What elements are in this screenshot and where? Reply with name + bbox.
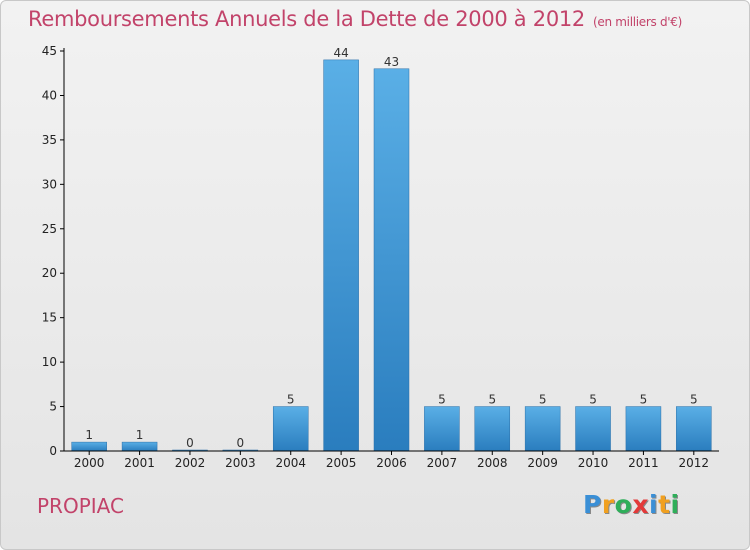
bar-2000[interactable]: [71, 441, 107, 452]
y-tick-label: 10: [42, 355, 57, 369]
logo-letter-0: P: [583, 490, 602, 519]
bar-2005[interactable]: [323, 59, 359, 452]
y-tick-label: 15: [42, 311, 57, 325]
proxiti-logo[interactable]: Proxiti: [583, 490, 680, 519]
bar-2008[interactable]: [474, 406, 511, 452]
x-tick-label: 2012: [679, 456, 710, 470]
bars-group: 1 1 0 0 5 44 43 5 5 5 5 5 5: [71, 46, 712, 452]
y-tick-label: 0: [49, 444, 57, 458]
data-label: 5: [287, 393, 295, 407]
logo-letter-4: i: [649, 490, 659, 519]
data-label: 5: [690, 393, 698, 407]
x-tick-label: 2011: [628, 456, 659, 470]
bar-2007[interactable]: [424, 406, 460, 452]
x-tick-label: 2005: [326, 456, 357, 470]
data-label: 1: [85, 428, 93, 442]
data-label: 5: [488, 393, 496, 407]
y-tick-label: 40: [42, 88, 57, 102]
chart-unit: (en milliers d'€): [593, 15, 683, 29]
x-tick-label: 2008: [477, 456, 508, 470]
x-tick-label: 2004: [275, 456, 306, 470]
data-label: 0: [186, 436, 194, 450]
x-tick-label: 2001: [124, 456, 155, 470]
data-label: 1: [136, 428, 144, 442]
x-tick-label: 2009: [527, 456, 558, 470]
bar-2009[interactable]: [524, 406, 561, 452]
y-tick-label: 45: [42, 44, 57, 58]
data-label: 5: [438, 393, 446, 407]
x-tick-label: 2003: [225, 456, 256, 470]
commune-name: PROPIAC: [37, 494, 124, 518]
bar-2001[interactable]: [121, 441, 158, 452]
x-tick-label: 2002: [175, 456, 206, 470]
data-label: 43: [384, 55, 399, 69]
bar-2006[interactable]: [373, 68, 410, 452]
x-tick-label: 2010: [578, 456, 609, 470]
logo-letter-6: i: [670, 490, 680, 519]
x-axis: 2000 2001 2002 2003 2004 2005 2006 2007 2008 2009…: [64, 450, 719, 470]
bar-2012[interactable]: [676, 406, 712, 452]
x-tick-label: 2006: [376, 456, 407, 470]
y-tick-label: 25: [42, 222, 57, 236]
logo-letter-2: o: [614, 490, 633, 519]
logo-letter-5: t: [658, 490, 671, 519]
bar-2010[interactable]: [575, 406, 611, 452]
data-label: 5: [640, 393, 648, 407]
bar-2004[interactable]: [272, 406, 309, 452]
y-tick-label: 30: [42, 177, 57, 191]
bar-2011[interactable]: [625, 406, 662, 452]
logo-letter-1: r: [601, 490, 615, 519]
y-tick-label: 20: [42, 266, 57, 280]
data-label: 5: [539, 393, 547, 407]
y-tick-label: 35: [42, 133, 57, 147]
data-label: 44: [333, 46, 348, 60]
data-label: 0: [237, 436, 245, 450]
logo-letter-3: x: [632, 490, 649, 519]
x-tick-label: 2007: [427, 456, 458, 470]
x-tick-label: 2000: [74, 456, 105, 470]
chart-title-text: Remboursements Annuels de la Dette de 20…: [28, 7, 585, 31]
y-axis: 0 5 10 15 20 25 30 35 40 45: [42, 44, 65, 458]
y-tick-label: 5: [49, 400, 57, 414]
chart-title: Remboursements Annuels de la Dette de 20…: [28, 7, 682, 31]
data-label: 5: [589, 393, 597, 407]
